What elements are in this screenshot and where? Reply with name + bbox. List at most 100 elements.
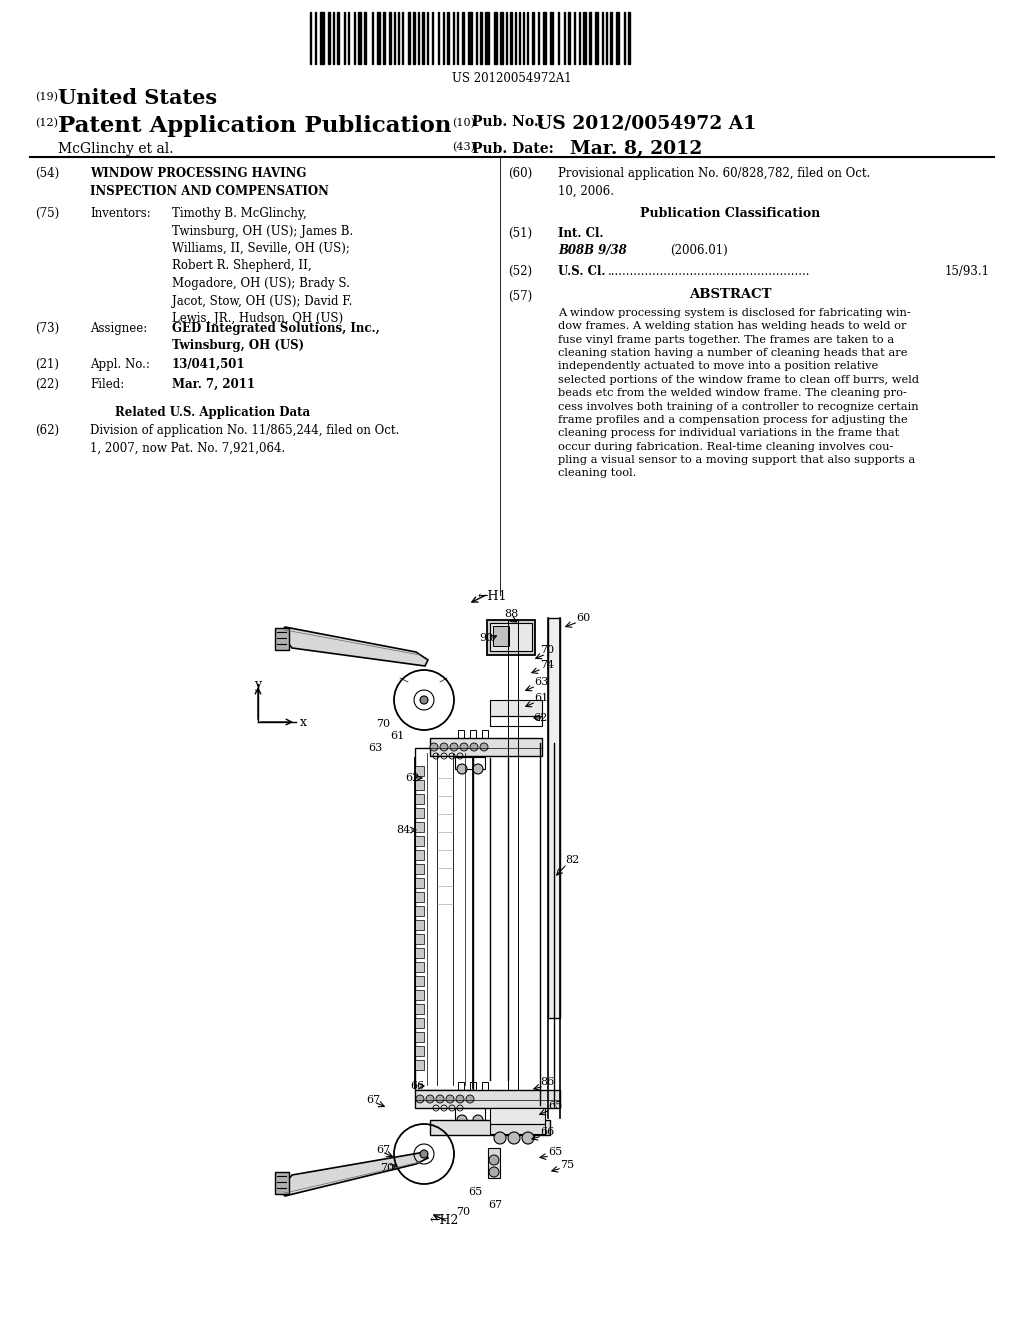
- Text: (10): (10): [452, 117, 475, 128]
- Bar: [415, 1045, 424, 1056]
- Bar: [383, 12, 385, 63]
- Circle shape: [446, 1096, 454, 1104]
- Circle shape: [460, 743, 468, 751]
- Text: 66: 66: [410, 1081, 424, 1092]
- Text: 70: 70: [540, 645, 554, 655]
- Bar: [415, 780, 424, 789]
- Bar: [493, 626, 509, 645]
- Text: (52): (52): [508, 265, 532, 279]
- Bar: [490, 623, 532, 651]
- Bar: [415, 892, 424, 902]
- Text: y: y: [254, 678, 261, 690]
- Bar: [488, 1148, 500, 1177]
- Bar: [470, 1082, 476, 1090]
- Text: ABSTRACT: ABSTRACT: [689, 288, 771, 301]
- Bar: [415, 1032, 424, 1041]
- Bar: [415, 836, 424, 846]
- Circle shape: [457, 1115, 467, 1125]
- Bar: [508, 620, 518, 1119]
- Bar: [468, 12, 472, 63]
- Text: 67: 67: [488, 1200, 502, 1210]
- Text: US 2012/0054972 A1: US 2012/0054972 A1: [536, 115, 757, 133]
- Bar: [364, 12, 366, 63]
- Bar: [532, 12, 534, 63]
- Circle shape: [508, 1133, 520, 1144]
- Circle shape: [480, 743, 488, 751]
- Text: (73): (73): [35, 322, 59, 335]
- Text: Inventors:: Inventors:: [90, 207, 151, 220]
- Circle shape: [457, 764, 467, 774]
- Bar: [422, 12, 424, 63]
- Text: 74: 74: [540, 660, 554, 671]
- Text: 67: 67: [366, 1096, 380, 1105]
- Bar: [510, 12, 512, 63]
- Text: (54): (54): [35, 168, 59, 180]
- Bar: [494, 12, 497, 63]
- Text: Appl. No.:: Appl. No.:: [90, 358, 150, 371]
- Text: US 20120054972A1: US 20120054972A1: [453, 73, 571, 84]
- Bar: [490, 1125, 545, 1134]
- Bar: [470, 730, 476, 738]
- Bar: [415, 990, 424, 1001]
- Text: 62: 62: [534, 713, 548, 723]
- Text: Filed:: Filed:: [90, 378, 124, 391]
- Text: Timothy B. McGlinchy,
Twinsburg, OH (US); James B.
Williams, II, Seville, OH (US: Timothy B. McGlinchy, Twinsburg, OH (US)…: [172, 207, 353, 325]
- Text: 15/93.1: 15/93.1: [945, 265, 990, 279]
- Bar: [490, 715, 542, 726]
- Text: B08B 9/38: B08B 9/38: [558, 244, 627, 257]
- Text: Pub. No.:: Pub. No.:: [472, 115, 544, 129]
- Text: 60: 60: [575, 612, 590, 623]
- Text: 67: 67: [376, 1144, 390, 1155]
- Bar: [415, 906, 424, 916]
- Text: (2006.01): (2006.01): [670, 244, 728, 257]
- Circle shape: [473, 1115, 483, 1125]
- Circle shape: [470, 743, 478, 751]
- Circle shape: [436, 1096, 444, 1104]
- Text: (43): (43): [452, 143, 475, 152]
- Text: Assignee:: Assignee:: [90, 322, 147, 335]
- Bar: [628, 12, 630, 63]
- Circle shape: [416, 1096, 424, 1104]
- Bar: [458, 730, 464, 738]
- Bar: [462, 12, 464, 63]
- Bar: [568, 12, 570, 63]
- Text: 66: 66: [540, 1127, 554, 1137]
- Bar: [415, 850, 424, 861]
- Bar: [610, 12, 612, 63]
- Bar: [328, 12, 330, 63]
- Text: 90: 90: [479, 634, 494, 643]
- Bar: [455, 1107, 485, 1119]
- Bar: [275, 1172, 289, 1195]
- Text: (21): (21): [35, 358, 59, 371]
- Text: Mar. 7, 2011: Mar. 7, 2011: [172, 378, 255, 391]
- Bar: [415, 766, 424, 776]
- Bar: [415, 748, 473, 1090]
- Text: Mar. 8, 2012: Mar. 8, 2012: [570, 140, 702, 158]
- Text: ←H2: ←H2: [430, 1213, 460, 1226]
- Text: 13/041,501: 13/041,501: [172, 358, 246, 371]
- Bar: [415, 948, 424, 958]
- Circle shape: [420, 1150, 428, 1158]
- Circle shape: [426, 1096, 434, 1104]
- Text: WINDOW PROCESSING HAVING
INSPECTION AND COMPENSATION: WINDOW PROCESSING HAVING INSPECTION AND …: [90, 168, 329, 198]
- Circle shape: [456, 1096, 464, 1104]
- Text: GED Integrated Solutions, Inc.,
Twinsburg, OH (US): GED Integrated Solutions, Inc., Twinsbur…: [172, 322, 380, 352]
- Bar: [490, 700, 542, 715]
- Bar: [458, 1082, 464, 1090]
- Bar: [377, 12, 380, 63]
- Bar: [415, 808, 424, 818]
- Bar: [455, 756, 485, 770]
- Text: 65: 65: [468, 1187, 482, 1197]
- Bar: [430, 738, 542, 756]
- Text: Int. Cl.: Int. Cl.: [558, 227, 603, 240]
- Bar: [548, 618, 560, 1018]
- Text: 88: 88: [504, 609, 518, 619]
- Circle shape: [489, 1155, 499, 1166]
- Bar: [275, 628, 289, 649]
- Bar: [550, 12, 553, 63]
- Bar: [595, 12, 598, 63]
- Bar: [415, 878, 424, 888]
- Text: Provisional application No. 60/828,782, filed on Oct.
10, 2006.: Provisional application No. 60/828,782, …: [558, 168, 870, 198]
- Bar: [408, 12, 410, 63]
- Bar: [415, 935, 424, 944]
